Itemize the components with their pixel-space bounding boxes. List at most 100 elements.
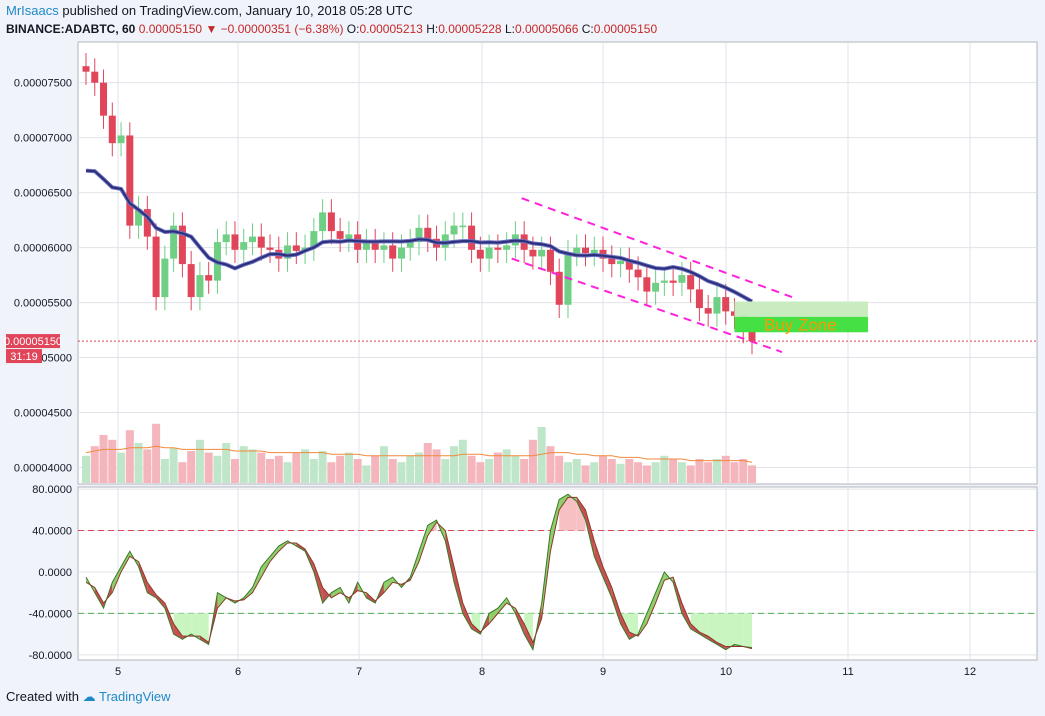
tradingview-link[interactable]: TradingView bbox=[99, 689, 171, 704]
volume-bar bbox=[108, 439, 117, 483]
volume-bar bbox=[730, 462, 739, 483]
candle-body bbox=[240, 242, 248, 250]
volume-bar bbox=[423, 443, 432, 483]
stoch-ribbon bbox=[524, 623, 533, 650]
volume-bar bbox=[651, 462, 660, 483]
candle-body bbox=[573, 247, 581, 254]
volume-bar bbox=[187, 451, 196, 483]
candle-body bbox=[669, 280, 677, 283]
candle-body bbox=[748, 330, 756, 342]
volume-bar bbox=[669, 459, 678, 483]
oversold-fill bbox=[191, 613, 200, 640]
volume-bar bbox=[160, 459, 169, 483]
volume-bar bbox=[563, 462, 572, 483]
volume-bar bbox=[415, 452, 423, 483]
volume-bar bbox=[222, 443, 231, 483]
y-tick-label-price: 0.00004000 bbox=[14, 463, 72, 475]
oversold-fill bbox=[725, 613, 735, 650]
volume-bar bbox=[406, 455, 415, 483]
candle-body bbox=[608, 258, 616, 265]
stoch-k-line bbox=[85, 493, 753, 652]
volume-bar bbox=[677, 462, 686, 483]
symbol-line: BINANCE:ADABTC, 60 0.00005150 ▼ −0.00000… bbox=[6, 22, 657, 36]
high-label: H: bbox=[426, 22, 439, 36]
candle-body bbox=[152, 236, 160, 298]
candle-body bbox=[135, 209, 143, 226]
volume-bar bbox=[90, 446, 99, 483]
volume-bar bbox=[397, 462, 406, 483]
candle-body bbox=[345, 234, 353, 239]
volume-bar bbox=[625, 459, 634, 483]
stoch-ribbon bbox=[681, 603, 691, 629]
volume-bar bbox=[353, 459, 362, 483]
volume-bar bbox=[195, 439, 204, 483]
volume-bar bbox=[590, 462, 599, 483]
candle-body bbox=[371, 242, 379, 250]
stoch-ribbon bbox=[462, 603, 472, 629]
volume-bar bbox=[82, 455, 90, 483]
candle-body bbox=[678, 275, 686, 283]
candle-body bbox=[82, 66, 90, 72]
volume-bar bbox=[493, 452, 502, 483]
volume-bar bbox=[152, 423, 161, 483]
stoch-ribbon bbox=[603, 566, 612, 598]
stoch-ribbon bbox=[322, 587, 332, 604]
last-price: 0.00005150 bbox=[138, 22, 203, 36]
y-tick-label-price: 0.00005500 bbox=[14, 298, 72, 310]
stoch-ribbon bbox=[454, 566, 463, 614]
volume-bar bbox=[213, 455, 222, 483]
volume-bar bbox=[581, 465, 590, 483]
last-price-text: 0.00005150 bbox=[4, 336, 62, 348]
author-link[interactable]: MrIsaacs bbox=[6, 3, 59, 18]
candle-body bbox=[380, 245, 388, 250]
volume-bar bbox=[686, 465, 695, 483]
candle-body bbox=[126, 135, 134, 226]
x-tick-label: 6 bbox=[235, 666, 241, 678]
stoch-ribbon bbox=[497, 597, 507, 614]
moving-average-line bbox=[85, 169, 753, 303]
stoch-ribbon bbox=[585, 509, 595, 557]
volume-bar bbox=[266, 459, 275, 483]
candle-body bbox=[695, 289, 703, 309]
volume-bar bbox=[485, 459, 494, 483]
x-tick-label: 10 bbox=[720, 666, 732, 678]
countdown-badge bbox=[6, 349, 42, 364]
candle-body bbox=[143, 209, 151, 237]
candle-body bbox=[292, 245, 300, 251]
volume-bar bbox=[695, 459, 704, 483]
close-value: 0.00005150 bbox=[593, 22, 658, 36]
candle-body bbox=[310, 231, 318, 248]
volume-bar bbox=[467, 455, 476, 483]
stoch-ribbon bbox=[489, 608, 498, 624]
volume-bar bbox=[599, 455, 608, 483]
candle-body bbox=[284, 245, 292, 259]
candle-body bbox=[406, 242, 414, 248]
stoch-ribbon bbox=[655, 571, 665, 604]
overbought-fill bbox=[576, 501, 586, 531]
stoch-ribbon bbox=[121, 551, 130, 572]
candle-body bbox=[590, 249, 598, 254]
candle-body bbox=[257, 236, 265, 248]
volume-bar bbox=[292, 452, 301, 483]
volume-bar bbox=[546, 446, 555, 483]
open-label: O: bbox=[346, 22, 360, 36]
stoch-ribbon bbox=[611, 587, 621, 624]
volume-bar bbox=[660, 455, 669, 483]
stoch-ribbon bbox=[313, 563, 323, 604]
volume-bar bbox=[99, 435, 108, 483]
footer: Created with ☁ TradingView bbox=[6, 689, 171, 705]
volume-bar bbox=[344, 452, 353, 483]
volume-bar bbox=[458, 439, 467, 483]
y-tick-label-stoch: -80.0000 bbox=[29, 650, 72, 662]
created-with-text: Created with bbox=[6, 689, 79, 704]
stoch-ribbon bbox=[445, 530, 455, 583]
price-change: −0.00000351 (−6.38%) bbox=[220, 22, 344, 36]
volume-bar bbox=[616, 463, 625, 483]
volume-bar bbox=[379, 446, 388, 483]
candle-body bbox=[91, 71, 99, 83]
stoch-ribbon bbox=[156, 594, 165, 609]
stoch-ribbon bbox=[646, 592, 656, 624]
volume-bar bbox=[274, 455, 283, 483]
last-price-badge bbox=[6, 334, 60, 349]
